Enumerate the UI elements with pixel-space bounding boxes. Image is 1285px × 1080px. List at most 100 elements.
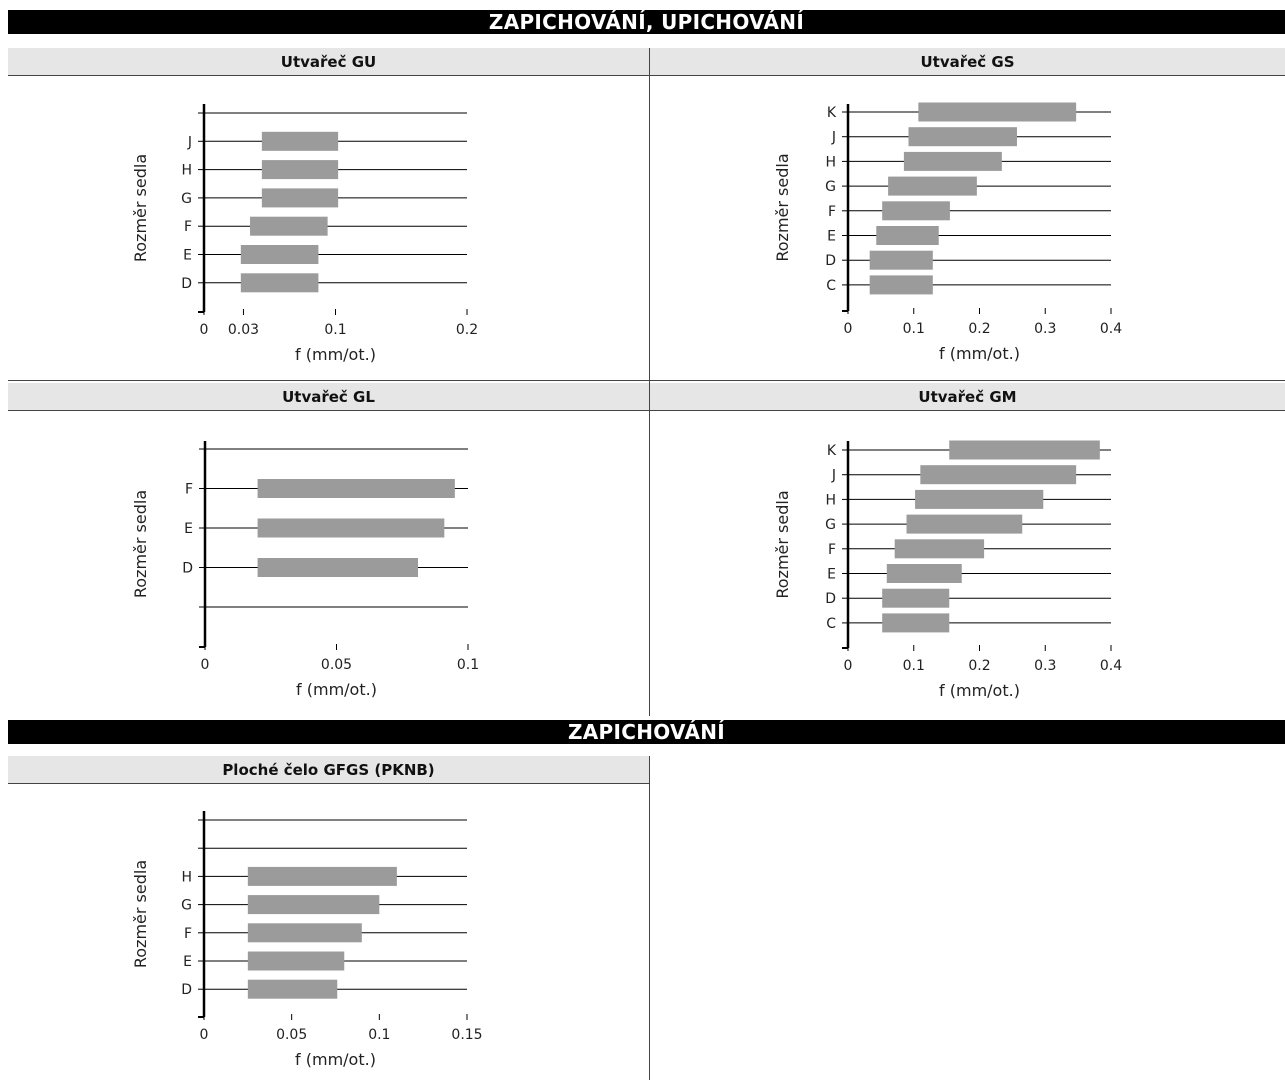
x-tick-label: 0.2 [456, 322, 478, 338]
range-bar [882, 613, 950, 633]
range-bar [240, 273, 319, 293]
range-bar [250, 216, 328, 236]
y-tick-label: K [827, 443, 837, 459]
column-divider [649, 756, 650, 1080]
y-tick-label: D [825, 253, 836, 269]
row-divider [8, 380, 1285, 381]
range-bar [894, 539, 985, 559]
x-tick-label: 0.05 [321, 657, 352, 673]
y-tick-label: E [827, 229, 836, 245]
x-axis-label: f (mm/ot.) [939, 681, 1020, 700]
range-bar [247, 923, 362, 943]
x-axis-label: f (mm/ot.) [295, 1050, 376, 1069]
x-tick-label: 0.3 [1034, 321, 1056, 337]
range-bar [257, 479, 455, 498]
x-tick-label: 0 [844, 321, 853, 337]
x-tick-label: 0.1 [903, 658, 925, 674]
y-tick-label: H [825, 492, 836, 508]
x-tick-label: 0.4 [1100, 658, 1122, 674]
panel-title-gl: Utvařeč GL [8, 383, 649, 411]
y-axis-label: Rozměr sedla [131, 154, 150, 262]
range-bar [261, 188, 339, 208]
x-tick-label: 0.2 [968, 658, 990, 674]
y-tick-label: J [831, 468, 836, 484]
y-tick-label: G [181, 191, 192, 207]
y-tick-label: D [825, 591, 836, 607]
y-tick-label: F [184, 926, 192, 942]
x-tick-label: 0.3 [1034, 658, 1056, 674]
y-tick-label: C [826, 278, 836, 294]
y-tick-label: E [184, 521, 193, 537]
range-bar [920, 465, 1077, 485]
x-axis-label: f (mm/ot.) [296, 680, 377, 699]
range-bar [882, 201, 950, 221]
x-tick-label: 0.1 [457, 657, 479, 673]
range-bar [906, 514, 1023, 534]
y-tick-label: F [185, 482, 193, 498]
x-tick-label: 0.03 [228, 322, 259, 338]
column-divider [649, 48, 650, 716]
y-tick-label: K [827, 105, 837, 121]
y-axis-label: Rozměr sedla [131, 860, 150, 968]
range-bar [882, 588, 950, 608]
x-tick-label: 0.05 [276, 1027, 307, 1043]
y-axis-label: Rozměr sedla [131, 490, 150, 598]
range-bar [888, 176, 977, 196]
y-tick-label: F [184, 219, 192, 235]
x-tick-label: 0.1 [324, 322, 346, 338]
range-bar [869, 250, 933, 270]
y-tick-label: J [831, 130, 836, 146]
range-bar [918, 102, 1077, 122]
y-tick-label: F [828, 204, 836, 220]
range-bar [908, 127, 1017, 147]
y-tick-label: G [825, 179, 836, 195]
x-tick-label: 0.1 [903, 321, 925, 337]
y-tick-label: E [183, 954, 192, 970]
range-bar [257, 558, 419, 577]
panel-title-gs: Utvařeč GS [650, 48, 1285, 76]
range-bar [257, 518, 445, 538]
range-bar [915, 489, 1044, 509]
range-bar [247, 895, 380, 915]
y-axis-label: Rozměr sedla [773, 153, 792, 261]
x-tick-label: 0.2 [968, 321, 990, 337]
y-tick-label: J [187, 134, 192, 150]
panel-title-gm: Utvařeč GM [650, 383, 1285, 411]
y-axis-label: Rozměr sedla [773, 490, 792, 598]
x-tick-label: 0.1 [368, 1027, 390, 1043]
x-tick-label: 0 [200, 1027, 209, 1043]
x-tick-label: 0.15 [451, 1027, 482, 1043]
y-tick-label: H [825, 154, 836, 170]
range-bar [886, 564, 962, 583]
range-bar [261, 160, 339, 180]
x-axis-label: f (mm/ot.) [295, 345, 376, 364]
x-axis-label: f (mm/ot.) [939, 344, 1020, 363]
x-tick-label: 0 [844, 658, 853, 674]
panel-title-gfgs: Ploché čelo GFGS (PKNB) [8, 756, 649, 784]
y-tick-label: D [182, 561, 193, 577]
y-tick-label: G [181, 898, 192, 914]
y-tick-label: F [828, 542, 836, 558]
x-tick-label: 0 [201, 657, 210, 673]
y-tick-label: D [181, 982, 192, 998]
y-tick-label: D [181, 276, 192, 292]
range-bar [247, 951, 345, 971]
y-tick-label: E [827, 567, 836, 583]
range-bar [903, 151, 1002, 171]
range-bar [261, 131, 339, 151]
panel-title-gu: Utvařeč GU [8, 48, 649, 76]
y-tick-label: G [825, 517, 836, 533]
x-tick-label: 0 [200, 322, 209, 338]
range-bar [869, 275, 933, 295]
range-bar [247, 866, 397, 886]
x-tick-label: 0.4 [1100, 321, 1122, 337]
section-header-grooving: ZAPICHOVÁNÍ [8, 720, 1285, 744]
y-tick-label: H [181, 869, 192, 885]
section-header-grooving-parting: ZAPICHOVÁNÍ, UPICHOVÁNÍ [8, 10, 1285, 34]
range-bar [240, 245, 319, 264]
y-tick-label: E [183, 248, 192, 264]
y-tick-label: C [826, 616, 836, 632]
range-bar [949, 440, 1100, 460]
range-bar [247, 979, 338, 999]
